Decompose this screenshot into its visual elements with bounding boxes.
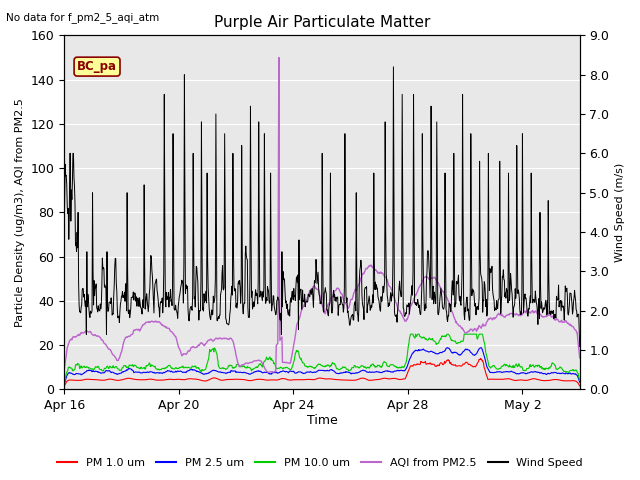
Legend: PM 1.0 um, PM 2.5 um, PM 10.0 um, AQI from PM2.5, Wind Speed: PM 1.0 um, PM 2.5 um, PM 10.0 um, AQI fr…: [52, 453, 588, 472]
Y-axis label: Particle Density (ug/m3), AQI from PM2.5: Particle Density (ug/m3), AQI from PM2.5: [15, 98, 25, 327]
Y-axis label: Wind Speed (m/s): Wind Speed (m/s): [615, 163, 625, 262]
X-axis label: Time: Time: [307, 414, 337, 427]
Title: Purple Air Particulate Matter: Purple Air Particulate Matter: [214, 15, 430, 30]
Text: No data for f_pm2_5_aqi_atm: No data for f_pm2_5_aqi_atm: [6, 12, 159, 23]
Text: BC_pa: BC_pa: [77, 60, 117, 73]
